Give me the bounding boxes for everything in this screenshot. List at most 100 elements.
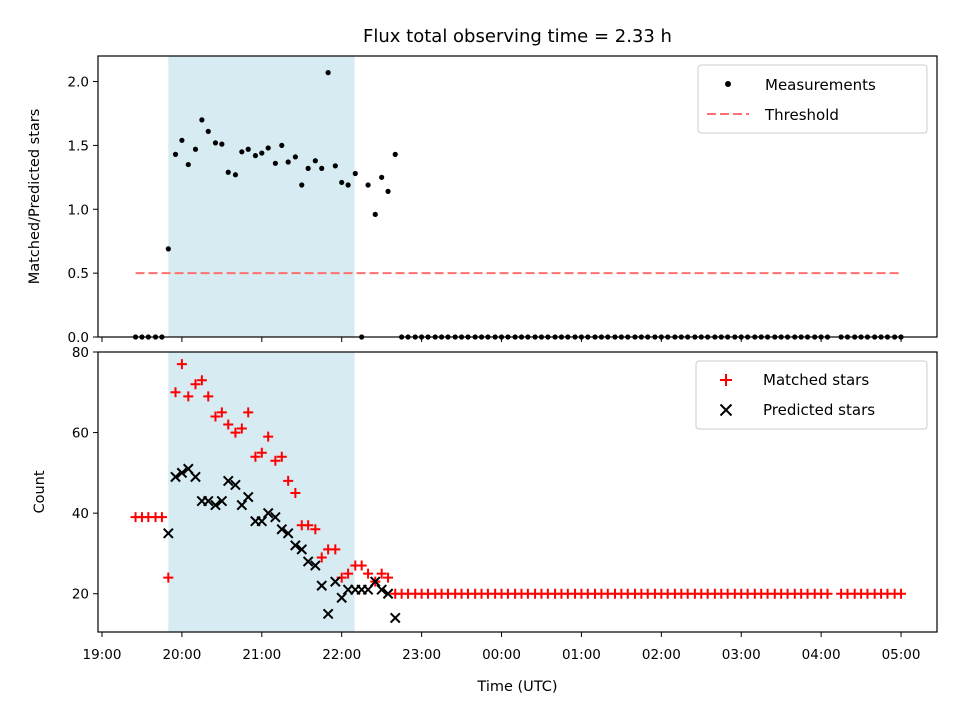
- bottom-legend: Matched stars Predicted stars: [695, 360, 928, 430]
- y-tick-label: 1.5: [68, 138, 89, 154]
- matched-star-point: [176, 359, 187, 370]
- predicted-star-point: [276, 523, 288, 535]
- top-axes-frame: [97, 55, 938, 338]
- ratio-panel: 0.0 0.5 1.0 1.5 2.0 Flux total observing tim…: [27, 26, 938, 346]
- predicted-star-point: [330, 576, 341, 587]
- matched-star-point: [250, 451, 261, 462]
- matched-star-point: [363, 568, 374, 579]
- x-tick-label: 04:00: [802, 647, 841, 663]
- matched-star-point: [276, 451, 287, 462]
- predicted-star-point: [222, 475, 234, 487]
- y-tick-label: 80: [72, 345, 89, 361]
- predicted-star-point: [190, 471, 201, 483]
- matched-star-point: [263, 431, 274, 442]
- measurement-point: [179, 137, 185, 143]
- predicted-stars-points: [163, 463, 401, 624]
- y-tick-label: 1.0: [68, 202, 89, 218]
- y-tick-label: 20: [72, 587, 89, 603]
- matched-star-point: [196, 375, 207, 386]
- y-tick-label: 0.5: [68, 266, 89, 282]
- predicted-star-point: [376, 584, 387, 596]
- predicted-star-point: [290, 540, 301, 551]
- x-tick-label: 22:00: [322, 647, 361, 663]
- measurement-point: [352, 170, 358, 177]
- measurement-point: [292, 154, 298, 160]
- predicted-star-point: [210, 499, 221, 511]
- matched-stars-points: [130, 359, 907, 599]
- matched-star-point: [303, 520, 314, 531]
- matched-star-point: [383, 572, 394, 583]
- measurement-point: [305, 165, 311, 171]
- measurement-point: [252, 153, 259, 159]
- matched-star-point: [163, 572, 174, 583]
- top-y-axis-label: Matched/Predicted stars: [27, 109, 43, 285]
- bottom-legend-box: [695, 360, 928, 430]
- matched-star-point: [183, 391, 194, 402]
- matched-star-point: [290, 488, 301, 499]
- predicted-star-point: [242, 491, 254, 503]
- measurement-point: [312, 158, 318, 164]
- predicted-star-point: [262, 507, 274, 519]
- measurement-point: [245, 146, 251, 152]
- matched-star-point: [356, 560, 367, 571]
- legend-matched-marker: [720, 374, 732, 386]
- x-tick-label: 23:00: [402, 647, 441, 663]
- predicted-star-point: [322, 608, 334, 620]
- legend-matched-label: Matched stars: [763, 371, 869, 389]
- measurement-point: [199, 117, 205, 123]
- predicted-star-point: [163, 527, 174, 539]
- measurement-point: [372, 211, 378, 217]
- measurement-point: [339, 179, 345, 186]
- measurement-point: [272, 160, 278, 166]
- x-tick-label: 02:00: [642, 647, 681, 663]
- measurement-point: [392, 151, 398, 157]
- legend-threshold-label: Threshold: [764, 106, 839, 124]
- predicted-star-point: [170, 471, 181, 483]
- matched-star-point: [343, 568, 354, 579]
- predicted-star-point: [256, 515, 268, 527]
- matched-star-point: [170, 387, 181, 398]
- matched-star-point: [210, 411, 221, 422]
- matched-star-point: [822, 588, 833, 599]
- matched-star-point: [223, 419, 234, 430]
- x-tick-label: 03:00: [722, 647, 761, 663]
- legend-measurements-label: Measurements: [765, 76, 876, 94]
- measurement-point: [285, 159, 291, 165]
- measurement-point: [319, 165, 325, 171]
- matched-star-point: [270, 455, 281, 466]
- predicted-star-point: [202, 495, 214, 507]
- measurement-point: [265, 145, 271, 151]
- legend-predicted-label: Predicted stars: [763, 401, 875, 419]
- measurement-point: [299, 182, 305, 188]
- x-axis-label: Time (UTC): [476, 679, 557, 695]
- measurement-point: [332, 163, 338, 169]
- measurement-point: [365, 182, 371, 188]
- x-tick-label: 21:00: [242, 647, 281, 663]
- predicted-star-point: [316, 580, 328, 591]
- bottom-y-ticks: 20 40 60 80: [72, 345, 98, 603]
- predicted-star-point: [369, 576, 381, 587]
- matched-star-point: [316, 552, 327, 563]
- legend-predicted-marker: [719, 403, 733, 417]
- matched-star-point: [230, 427, 241, 438]
- predicted-star-point: [310, 560, 321, 571]
- measurement-point: [325, 70, 331, 76]
- bottom-y-axis-label: Count: [32, 470, 48, 513]
- matched-star-point: [376, 568, 387, 579]
- measurement-point: [345, 182, 351, 188]
- predicted-star-point: [282, 527, 294, 539]
- top-legend-box: [697, 64, 928, 134]
- measurement-point: [192, 146, 199, 152]
- measurement-point: [385, 188, 391, 194]
- predicted-star-point: [176, 467, 188, 479]
- matched-star-point: [190, 379, 201, 390]
- measurement-point: [232, 172, 239, 178]
- measurement-point: [205, 128, 211, 134]
- matched-star-point: [256, 447, 267, 458]
- x-tick-label: 19:00: [83, 647, 122, 663]
- predicted-star-point: [230, 479, 241, 491]
- measurement-point: [165, 246, 171, 252]
- matched-star-point: [896, 588, 907, 599]
- y-tick-label: 60: [72, 426, 89, 442]
- bottom-x-ticks: 19:00 20:00 21:00 22:00 23:00 00:00 01:00 02:00…: [83, 632, 920, 663]
